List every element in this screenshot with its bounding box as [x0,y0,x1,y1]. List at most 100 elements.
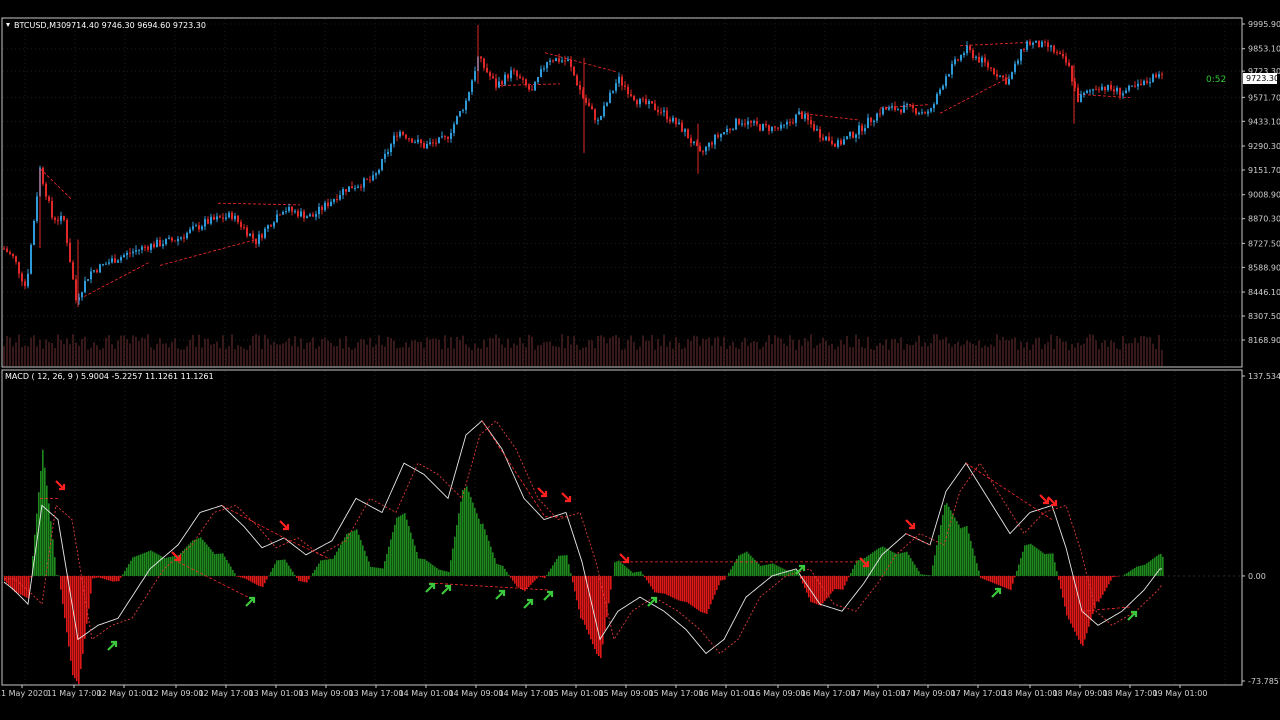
candle-bull [354,187,356,189]
time-label: 12 May 17:00 [199,689,254,698]
time-label: 19 May 01:00 [1153,689,1208,698]
candle-bear [759,124,761,131]
candle-bull [258,234,260,245]
histogram-bar [1094,575,1096,608]
histogram-bar [828,575,830,597]
histogram-bar [158,554,160,576]
time-label: 14 May 09:00 [449,689,504,698]
candle-bull [333,199,335,202]
candle-bear [423,143,425,149]
candle-bull [1050,45,1052,48]
candle-bear [1113,89,1115,92]
candle-bear [114,258,116,263]
candle-bull [141,246,143,250]
candle-bear [501,81,503,85]
candle-bear [279,214,281,216]
histogram-bar [398,516,400,576]
price-tick-label: 9008.90 [1248,191,1280,200]
candle-bull [930,108,932,112]
histogram-bar [420,558,422,576]
histogram-bar [988,575,990,582]
candle-bull [876,113,878,121]
histogram-bar [846,575,848,582]
candles[interactable] [3,25,1163,307]
candle-bull [543,68,545,70]
candle-bear [12,253,14,257]
candle-bull [672,117,674,122]
histogram-bar [370,566,372,576]
candle-bull [612,90,614,93]
histogram-bar [698,575,700,611]
candle-bear [144,246,146,248]
histogram-bar [262,575,264,587]
candle-bear [516,70,518,77]
candle-bear [63,215,65,220]
histogram-bar [924,574,926,576]
candle-bull [276,214,278,223]
candle-bull [195,225,197,227]
histogram-bar [230,566,232,576]
histogram-bar [732,565,734,576]
histogram-bar [316,566,318,576]
histogram-bar [942,514,944,576]
candle-bear [1044,41,1046,43]
histogram-bar [968,533,970,576]
histogram-bar [210,549,212,576]
candle-bear [531,89,533,91]
histogram-bar [848,575,850,578]
histogram-bar [588,575,590,635]
histogram-bar [1000,575,1002,587]
price-tick-label: 9433.10 [1248,117,1280,126]
collapse-triangle-icon[interactable] [6,23,10,27]
histogram-bar [24,575,26,597]
histogram-bar [802,575,804,584]
divergence-line [429,582,551,591]
macd-tick-label: -73.7857 [1248,677,1280,686]
candle-bear [411,138,413,143]
histogram-bar [404,513,406,576]
price-tick-label: 9853.10 [1248,45,1280,54]
candle-bull [33,221,35,245]
histogram-bar [976,563,978,576]
candle-bull [267,225,269,229]
histogram-bar [1144,564,1146,576]
candle-bear [1104,86,1106,91]
histogram-bar [530,575,532,585]
candle-bear [366,178,368,180]
candle-bear [1077,87,1079,103]
candle-bear [630,94,632,96]
histogram-bar [752,557,754,576]
candle-bull [735,118,737,130]
candle-bear [522,78,524,80]
histogram-bar [1030,543,1032,576]
histogram-bar [422,558,424,576]
histogram-bar [80,575,82,670]
histogram-bar [982,575,984,579]
candle-bull [639,98,641,105]
candle-bear [54,217,56,220]
histogram-bar [134,556,136,576]
histogram-bar [386,553,388,576]
histogram-bar [102,575,104,579]
macd-panel[interactable]: 137.5344 0.00 -73.7857 MACD ( 12, 26, 9 ) … [1,369,1280,686]
candle-bear [351,186,353,189]
candle-bull [606,102,608,106]
macd-header: MACD ( 12, 26, 9 ) 5.9004 -5.2257 11.126… [5,372,214,381]
histogram-bar [1154,557,1156,576]
histogram-bar [242,575,244,578]
signal-arrows [55,480,1138,651]
histogram-bar [1152,558,1154,576]
time-label: 17 May 01:00 [851,689,906,698]
histogram-bar [392,532,394,576]
histogram-bar [264,575,266,584]
candle-bear [1059,52,1061,54]
price-panel[interactable]: 9995.90 9853.10 9723.30 9571.70 9433.10 9290.… [1,17,1280,368]
candle-bull [942,85,944,90]
candle-bull [60,215,62,221]
histogram-bar [408,526,410,576]
histogram-bar [894,552,896,576]
candle-bull [1158,74,1160,78]
candle-bull [1125,90,1127,94]
histogram-bar [484,529,486,576]
